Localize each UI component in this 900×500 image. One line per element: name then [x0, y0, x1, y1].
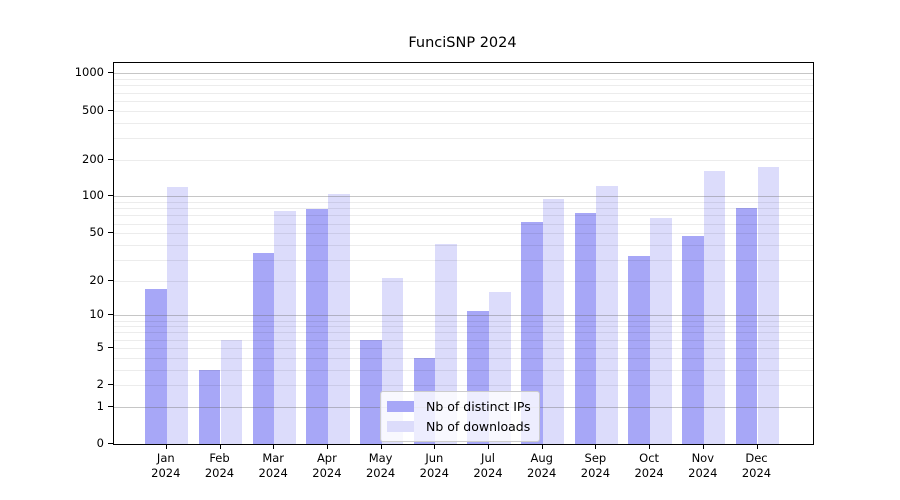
bar-downloads-dec — [757, 166, 780, 444]
bar-downloads-mar — [274, 211, 296, 444]
legend-label-distinct-ips: Nb of distinct IPs — [426, 399, 531, 414]
y-tick-mark — [108, 72, 113, 74]
gridline-minor — [114, 100, 813, 102]
bar-ips-dec — [735, 207, 758, 444]
y-tick-label: 50 — [89, 225, 104, 240]
x-tick-mark — [219, 445, 221, 449]
bar-downloads-oct — [650, 217, 672, 444]
x-tick-label: Nov 2024 — [688, 451, 718, 480]
bar-downloads-feb — [220, 339, 243, 444]
x-tick-mark — [541, 445, 543, 449]
y-tick-label: 200 — [82, 151, 104, 166]
y-tick-mark — [108, 279, 113, 281]
gridline-major — [114, 73, 813, 75]
plot-area — [113, 62, 814, 445]
legend-swatch-downloads — [387, 421, 414, 432]
x-tick-mark — [434, 445, 436, 449]
x-tick-mark — [273, 445, 275, 449]
y-tick-label: 100 — [82, 188, 104, 203]
gridline-minor — [114, 110, 813, 112]
legend-item-distinct-ips: Nb of distinct IPs — [387, 399, 531, 414]
x-tick-label: Dec 2024 — [741, 451, 772, 480]
y-tick-mark — [108, 405, 113, 407]
x-tick-label: Apr 2024 — [312, 451, 342, 480]
y-tick-label: 0 — [96, 436, 104, 450]
y-tick-label: 2 — [96, 377, 104, 392]
y-tick-mark — [108, 232, 113, 234]
x-tick-label: Jul 2024 — [473, 451, 503, 480]
x-tick-label: Feb 2024 — [204, 451, 235, 480]
y-tick-mark — [108, 195, 113, 197]
x-tick-mark — [595, 445, 597, 449]
x-tick-label: Jun 2024 — [419, 451, 449, 480]
x-tick-mark — [756, 445, 758, 449]
gridline-minor — [114, 79, 813, 81]
bar-downloads-sep — [596, 185, 619, 444]
bar-ips-sep — [574, 213, 597, 444]
gridline-minor — [114, 85, 813, 87]
y-tick-mark — [108, 158, 113, 160]
x-tick-label: May 2024 — [365, 451, 396, 480]
x-tick-label: Sep 2024 — [580, 451, 611, 480]
x-tick-mark — [488, 445, 489, 449]
bar-ips-feb — [198, 369, 221, 444]
bar-downloads-nov — [703, 171, 726, 444]
bar-ips-jan — [145, 288, 167, 444]
gridline-minor — [114, 159, 813, 161]
x-tick-label: Jan 2024 — [151, 451, 181, 480]
x-tick-label: Oct 2024 — [634, 451, 664, 480]
chart-title: FunciSNP 2024 — [408, 35, 517, 51]
gridline-minor — [114, 92, 813, 94]
legend-item-downloads: Nb of downloads — [387, 419, 531, 434]
gridline-minor — [114, 122, 813, 124]
bar-ips-aug — [521, 221, 543, 444]
bar-downloads-jan — [166, 186, 189, 444]
y-tick-label: 20 — [89, 272, 104, 287]
bar-ips-mar — [252, 253, 275, 444]
gridline-minor — [114, 137, 813, 139]
x-tick-mark — [702, 445, 704, 449]
y-tick-mark — [108, 346, 113, 348]
y-tick-mark — [108, 443, 113, 444]
x-tick-label: Mar 2024 — [258, 451, 288, 480]
x-tick-mark — [326, 445, 328, 449]
x-tick-label: Aug 2024 — [527, 451, 557, 480]
bar-ips-oct — [628, 256, 651, 444]
y-tick-mark — [108, 384, 113, 386]
x-tick-mark — [165, 445, 167, 449]
bar-downloads-aug — [542, 198, 565, 444]
bar-downloads-apr — [327, 193, 350, 444]
legend-swatch-distinct-ips — [387, 401, 414, 412]
x-tick-mark — [380, 445, 382, 449]
legend: Nb of distinct IPs Nb of downloads — [380, 391, 540, 442]
y-tick-label: 10 — [89, 307, 104, 322]
y-tick-mark — [108, 109, 113, 111]
y-tick-label: 1 — [96, 398, 104, 413]
y-tick-label: 5 — [96, 339, 104, 354]
y-tick-mark — [108, 314, 113, 316]
bar-ips-nov — [682, 236, 704, 444]
legend-label-downloads: Nb of downloads — [426, 419, 531, 434]
bar-ips-may — [359, 339, 382, 444]
x-tick-mark — [649, 445, 651, 449]
y-tick-label: 500 — [82, 102, 104, 117]
y-tick-label: 1000 — [74, 65, 104, 80]
bar-ips-apr — [306, 208, 328, 444]
